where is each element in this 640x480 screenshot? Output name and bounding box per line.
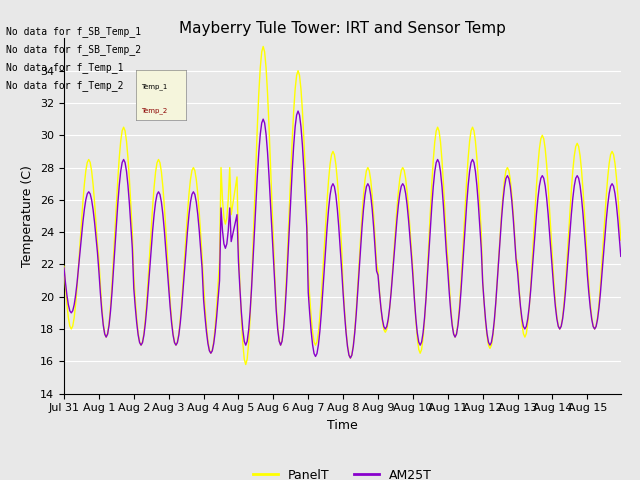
X-axis label: Time: Time xyxy=(327,419,358,432)
Y-axis label: Temperature (C): Temperature (C) xyxy=(22,165,35,267)
Text: No data for f_SB_Temp_1: No data for f_SB_Temp_1 xyxy=(6,25,141,36)
Text: No data for f_Temp_1: No data for f_Temp_1 xyxy=(6,62,124,73)
Text: No data for f_Temp_2: No data for f_Temp_2 xyxy=(6,80,124,91)
Title: Mayberry Tule Tower: IRT and Sensor Temp: Mayberry Tule Tower: IRT and Sensor Temp xyxy=(179,21,506,36)
Text: No data for f_SB_Temp_2: No data for f_SB_Temp_2 xyxy=(6,44,141,55)
Legend: PanelT, AM25T: PanelT, AM25T xyxy=(248,464,437,480)
